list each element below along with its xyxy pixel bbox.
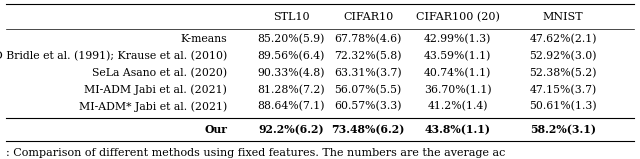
Text: MI-ADM Jabi et al. (2021): MI-ADM Jabi et al. (2021) bbox=[84, 85, 227, 95]
Text: STL10: STL10 bbox=[273, 12, 310, 22]
Text: 41.2%(1.4): 41.2%(1.4) bbox=[428, 101, 488, 112]
Text: 43.8%(1.1): 43.8%(1.1) bbox=[424, 124, 491, 135]
Text: 81.28%(7.2): 81.28%(7.2) bbox=[257, 85, 325, 95]
Text: 92.2%(6.2): 92.2%(6.2) bbox=[259, 124, 324, 135]
Text: SeLa Asano et al. (2020): SeLa Asano et al. (2020) bbox=[92, 68, 227, 78]
Text: 52.92%(3.0): 52.92%(3.0) bbox=[529, 51, 597, 62]
Text: Our: Our bbox=[204, 124, 227, 135]
Text: 47.15%(3.7): 47.15%(3.7) bbox=[529, 85, 597, 95]
Text: 56.07%(5.5): 56.07%(5.5) bbox=[334, 85, 402, 95]
Text: 50.61%(1.3): 50.61%(1.3) bbox=[529, 101, 597, 112]
Text: 52.38%(5.2): 52.38%(5.2) bbox=[529, 68, 597, 78]
Text: 43.59%(1.1): 43.59%(1.1) bbox=[424, 51, 492, 62]
Text: 42.99%(1.3): 42.99%(1.3) bbox=[424, 34, 492, 44]
Text: 90.33%(4.8): 90.33%(4.8) bbox=[257, 68, 325, 78]
Text: MI-ADM* Jabi et al. (2021): MI-ADM* Jabi et al. (2021) bbox=[79, 101, 227, 112]
Text: 73.48%(6.2): 73.48%(6.2) bbox=[332, 124, 404, 135]
Text: CIFAR10: CIFAR10 bbox=[343, 12, 393, 22]
Text: 60.57%(3.3): 60.57%(3.3) bbox=[334, 101, 402, 112]
Text: 63.31%(3.7): 63.31%(3.7) bbox=[334, 68, 402, 78]
Text: : Comparison of different methods using fixed features. The numbers are the aver: : Comparison of different methods using … bbox=[6, 149, 506, 158]
Text: 67.78%(4.6): 67.78%(4.6) bbox=[334, 34, 402, 44]
Text: 58.2%(3.1): 58.2%(3.1) bbox=[530, 124, 596, 135]
Text: 88.64%(7.1): 88.64%(7.1) bbox=[257, 101, 325, 112]
Text: MNIST: MNIST bbox=[543, 12, 584, 22]
Text: 85.20%(5.9): 85.20%(5.9) bbox=[257, 34, 325, 44]
Text: MI-GD Bridle et al. (1991); Krause et al. (2010): MI-GD Bridle et al. (1991); Krause et al… bbox=[0, 51, 227, 62]
Text: 40.74%(1.1): 40.74%(1.1) bbox=[424, 68, 492, 78]
Text: CIFAR100 (20): CIFAR100 (20) bbox=[415, 12, 500, 22]
Text: 47.62%(2.1): 47.62%(2.1) bbox=[529, 34, 597, 44]
Text: 89.56%(6.4): 89.56%(6.4) bbox=[257, 51, 325, 62]
Text: 36.70%(1.1): 36.70%(1.1) bbox=[424, 85, 492, 95]
Text: K-means: K-means bbox=[180, 34, 227, 44]
Text: 72.32%(5.8): 72.32%(5.8) bbox=[334, 51, 402, 62]
